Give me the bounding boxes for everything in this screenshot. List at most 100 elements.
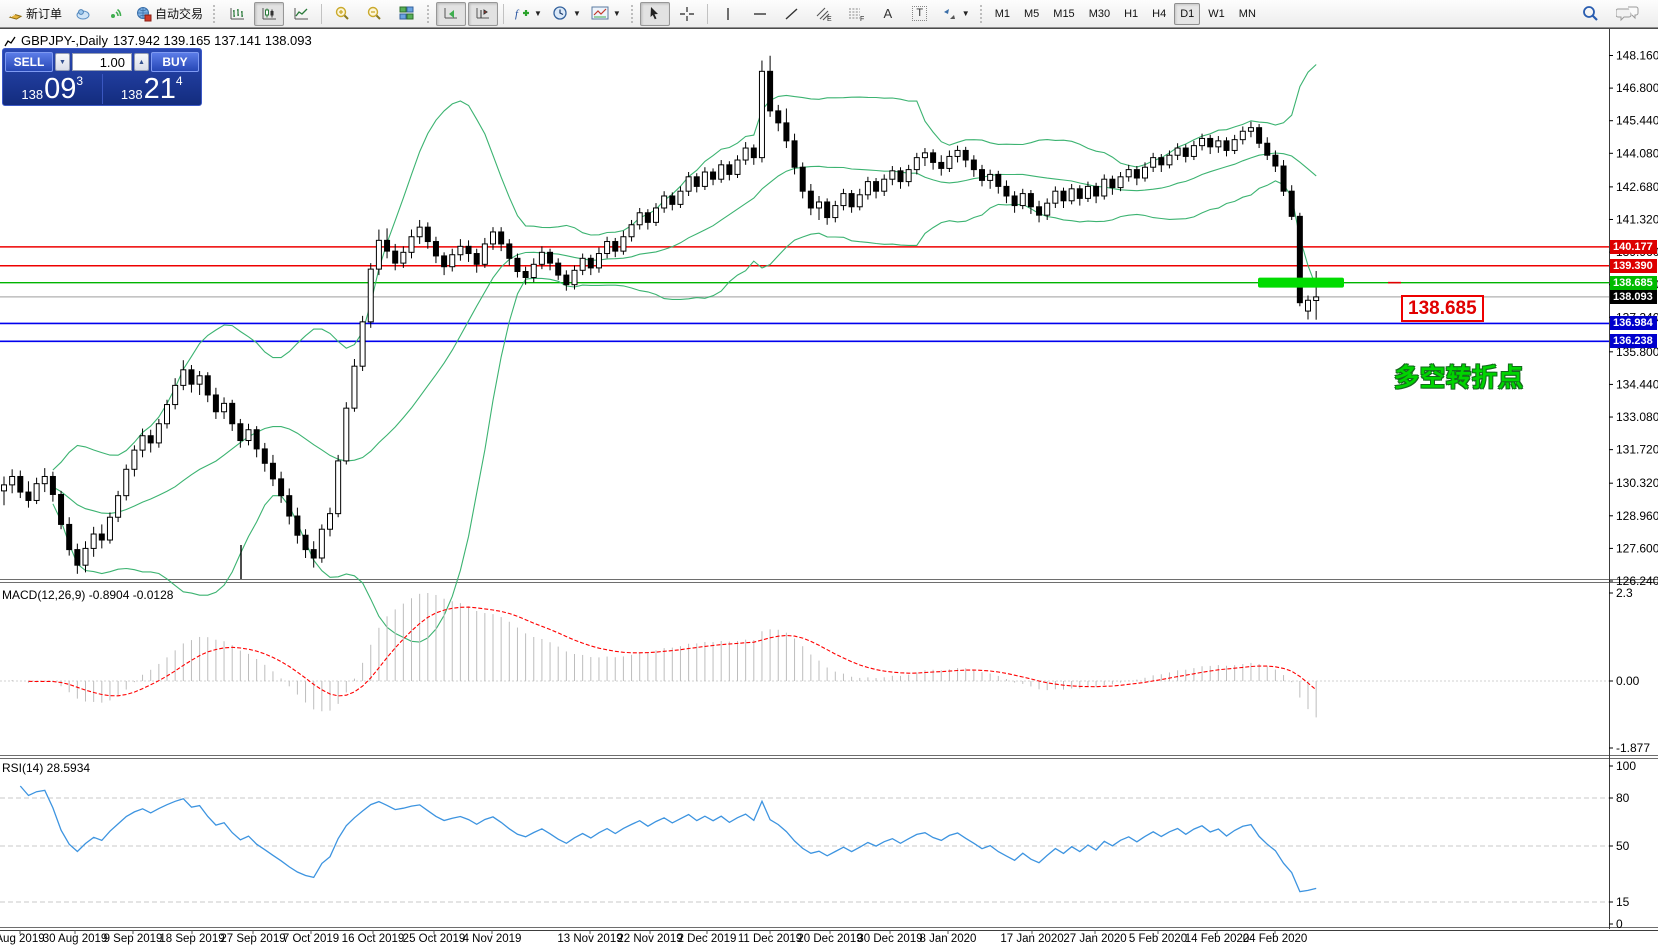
- market-watch-button[interactable]: [68, 2, 98, 26]
- chat-icon[interactable]: [1616, 5, 1640, 23]
- dropdown-caret: ▼: [612, 9, 621, 18]
- svg-text:15: 15: [1616, 895, 1630, 909]
- line-chart-icon: [294, 8, 308, 20]
- rsi-label: RSI(14) 28.5934: [2, 761, 91, 775]
- tab-mn[interactable]: MN: [1233, 3, 1262, 25]
- timeframe-label: M1: [994, 7, 1010, 20]
- tab-d1[interactable]: D1: [1174, 2, 1201, 25]
- new-order-icon: [8, 13, 23, 20]
- fibonacci-button[interactable]: F: [841, 2, 871, 26]
- periods-clock-icon: [553, 6, 567, 20]
- buy-button[interactable]: BUY: [151, 52, 199, 72]
- arrows-button[interactable]: ▼: [937, 2, 974, 26]
- crosshair-button[interactable]: [672, 2, 702, 26]
- one-click-trading-panel: SELL ▼ 1.00 ▲ BUY 138 09 3 138 21 4: [2, 48, 202, 106]
- text-button[interactable]: A: [873, 2, 903, 26]
- cursor-icon: [650, 7, 659, 20]
- chart-canvas[interactable]: 148.160 146.800 145.440 144.080 142.680 141.3…: [0, 28, 1658, 952]
- buy-price[interactable]: 138 21 4: [103, 73, 202, 105]
- auto-scroll-button[interactable]: [436, 1, 467, 26]
- sell-price-pip: 3: [76, 74, 84, 88]
- toolbar-grip: [212, 3, 218, 24]
- sell-button[interactable]: SELL: [5, 52, 53, 72]
- tab-m1[interactable]: M1: [989, 3, 1016, 25]
- line-chart-button[interactable]: [286, 2, 316, 26]
- new-order-button[interactable]: 新订单: [4, 2, 66, 26]
- chart-icon: [4, 36, 16, 46]
- date-label: 11 Dec 2019: [737, 933, 803, 945]
- sell-price[interactable]: 138 09 3: [3, 73, 102, 105]
- chart-shift-button[interactable]: [468, 1, 499, 26]
- tab-m5[interactable]: M5: [1018, 3, 1045, 25]
- zoom-in-button[interactable]: [327, 2, 357, 26]
- toolbar-grip: [978, 3, 984, 24]
- svg-text:100: 100: [1616, 759, 1636, 773]
- autotrade-button[interactable]: 自动交易: [132, 2, 207, 26]
- svg-text:0.00: 0.00: [1616, 674, 1640, 688]
- timeframe-label: MN: [1238, 7, 1256, 20]
- lot-increase-button[interactable]: ▲: [134, 53, 149, 71]
- price-badge-136.238: 136.238: [1610, 334, 1657, 349]
- timeframe-label: M30: [1088, 7, 1111, 20]
- svg-text:f: f: [515, 8, 520, 20]
- equidistant-channel-icon: E: [816, 7, 832, 22]
- toolbar-separator: [321, 3, 323, 24]
- spinner-down-icon: ▼: [59, 58, 66, 66]
- ohlc-readout: 137.942 139.165 137.141 138.093: [112, 33, 312, 48]
- horizontal-line-icon: [753, 12, 766, 15]
- timeframe-label: H1: [1124, 7, 1139, 20]
- lot-decrease-button[interactable]: ▼: [55, 53, 70, 71]
- cursor-button[interactable]: [639, 1, 670, 26]
- indicators-button[interactable]: f ▼: [509, 2, 546, 26]
- svg-text:142.680: 142.680: [1616, 180, 1658, 194]
- sell-price-prefix: 138: [21, 87, 44, 102]
- tab-m15[interactable]: M15: [1047, 3, 1080, 25]
- toolbar-separator: [706, 3, 708, 24]
- price-level-annotation[interactable]: 138.685: [1401, 295, 1484, 322]
- text-label-button[interactable]: T: [905, 2, 935, 26]
- svg-text:126.240: 126.240: [1616, 574, 1658, 588]
- sell-label: SELL: [13, 55, 45, 69]
- templates-button[interactable]: ▼: [587, 2, 625, 26]
- periods-button[interactable]: ▼: [548, 2, 585, 26]
- crosshair-icon: [679, 6, 694, 21]
- date-label: 30 Dec 2019: [857, 933, 923, 945]
- horizontal-line-button[interactable]: [745, 2, 775, 26]
- tab-h1[interactable]: H1: [1118, 3, 1144, 25]
- chart-shift-icon: [476, 8, 489, 19]
- toolbar: 新订单 自动交易: [0, 0, 1658, 28]
- bar-chart-button[interactable]: [222, 2, 252, 26]
- sell-price-big: 09: [44, 73, 77, 105]
- date-label: 4 Nov 2019: [462, 933, 522, 945]
- note-annotation[interactable]: 多空转折点: [1394, 364, 1525, 392]
- rsi-axis-labels: 100 80 50 15 0: [1609, 759, 1636, 931]
- symbol-header: GBPJPY-,Daily 137.942 139.165 137.141 13…: [4, 33, 312, 48]
- svg-text:148.160: 148.160: [1616, 49, 1658, 63]
- tab-h4[interactable]: H4: [1146, 3, 1172, 25]
- candlestick-chart-button[interactable]: [254, 1, 285, 26]
- bollinger-bands: [52, 64, 1317, 643]
- svg-text:144.080: 144.080: [1616, 146, 1658, 160]
- rsi-level-lines: [0, 797, 1609, 903]
- date-label: 22 Nov 2019: [617, 933, 683, 945]
- tab-m30[interactable]: M30: [1083, 3, 1116, 25]
- search-icon[interactable]: [1580, 4, 1600, 24]
- horizontal-line-objects[interactable]: [0, 246, 1609, 343]
- date-label: Aug 2019: [0, 933, 45, 945]
- new-order-label: 新订单: [26, 7, 63, 21]
- text-tool-glyph: A: [883, 6, 893, 21]
- tile-windows-button[interactable]: [391, 2, 421, 26]
- panel-divider: [101, 74, 103, 104]
- zoom-out-button[interactable]: [359, 2, 389, 26]
- lot-size-input[interactable]: 1.00: [72, 53, 132, 71]
- tab-w1[interactable]: W1: [1202, 3, 1231, 25]
- trendline-button[interactable]: [777, 2, 807, 26]
- text-label-glyph: T: [912, 6, 928, 21]
- green-level-segment[interactable]: [1258, 277, 1344, 288]
- signals-button[interactable]: [100, 2, 130, 26]
- tile-windows-icon: [399, 6, 414, 20]
- svg-text:-1.877: -1.877: [1616, 741, 1650, 755]
- chart-window: 148.160 146.800 145.440 144.080 142.680 141.3…: [0, 28, 1658, 952]
- equidistant-channel-button[interactable]: E: [809, 2, 839, 26]
- vertical-line-button[interactable]: [713, 2, 743, 26]
